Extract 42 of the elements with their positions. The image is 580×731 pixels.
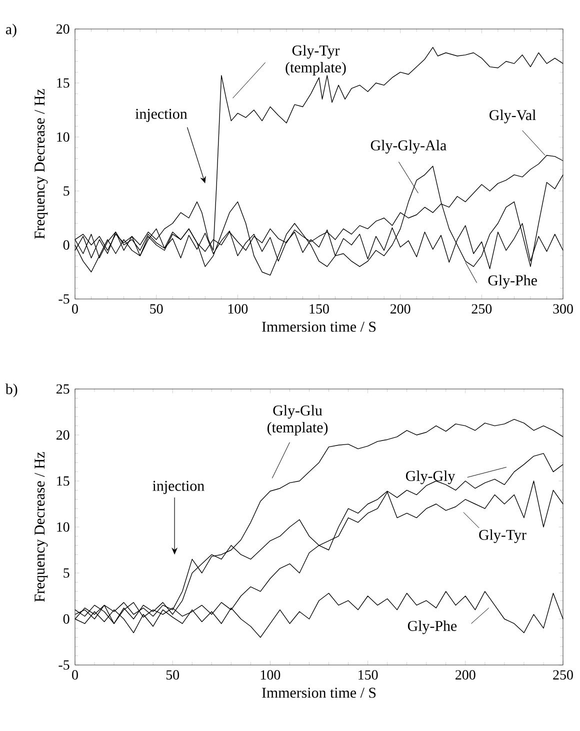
x-tick-label: 200: [456, 670, 476, 680]
annotation: injection: [152, 480, 204, 494]
y-axis-title: Frequency Decrease / Hz: [34, 89, 48, 239]
x-axis-title: Immersion time / S: [262, 322, 376, 332]
series-label: Gly-Phe: [488, 274, 537, 289]
x-tick-label: 0: [72, 304, 78, 314]
y-tick-label: 15: [57, 78, 70, 88]
x-tick-label: 100: [228, 304, 248, 314]
x-tick-label: 0: [72, 670, 78, 680]
x-tick-label: 100: [260, 670, 280, 680]
x-tick-label: 50: [150, 304, 163, 314]
chart-title: a): [6, 24, 16, 38]
x-tick-label: 200: [390, 304, 410, 314]
annotation: injection: [135, 108, 188, 122]
y-axis-title: Frequency Decrease / Hz: [34, 452, 48, 602]
y-tick-label: 0: [63, 614, 70, 624]
x-tick-label: 250: [472, 304, 492, 314]
series-label: Gly-Gly-Ala: [370, 140, 446, 154]
y-tick-label: -5: [58, 294, 70, 304]
y-tick-label: 10: [57, 522, 70, 532]
y-tick-label: 15: [57, 476, 70, 486]
y-tick-label: 5: [64, 568, 70, 578]
y-tick-label: 20: [56, 24, 70, 34]
series-label: Gly-Glu (template): [267, 405, 328, 436]
x-tick-label: 150: [358, 670, 378, 680]
series-label: Gly-Phe: [408, 620, 457, 634]
series-label: Gly-Tyr: [479, 529, 526, 543]
y-tick-label: 5: [64, 186, 70, 196]
series-label: Gly-Tyr (template): [286, 45, 346, 76]
text: Gly-Val: [490, 110, 536, 124]
chart-title: b): [5, 384, 18, 398]
legend-label: Gly-Gly: [406, 470, 456, 484]
y-tick-label: 10: [57, 132, 70, 142]
x-tick-label: 150: [310, 304, 329, 314]
y-tick-label: 20: [56, 430, 70, 440]
x-tick-label: 250: [553, 670, 573, 680]
y-tick-label: 0: [63, 240, 70, 250]
x-tick-label: 300: [553, 304, 573, 314]
x-tick-label: 50: [166, 670, 180, 680]
x-axis-title: Immersion time / S: [262, 688, 376, 698]
y-tick-label: -5: [58, 660, 70, 670]
y-tick-label: 25: [56, 384, 70, 394]
